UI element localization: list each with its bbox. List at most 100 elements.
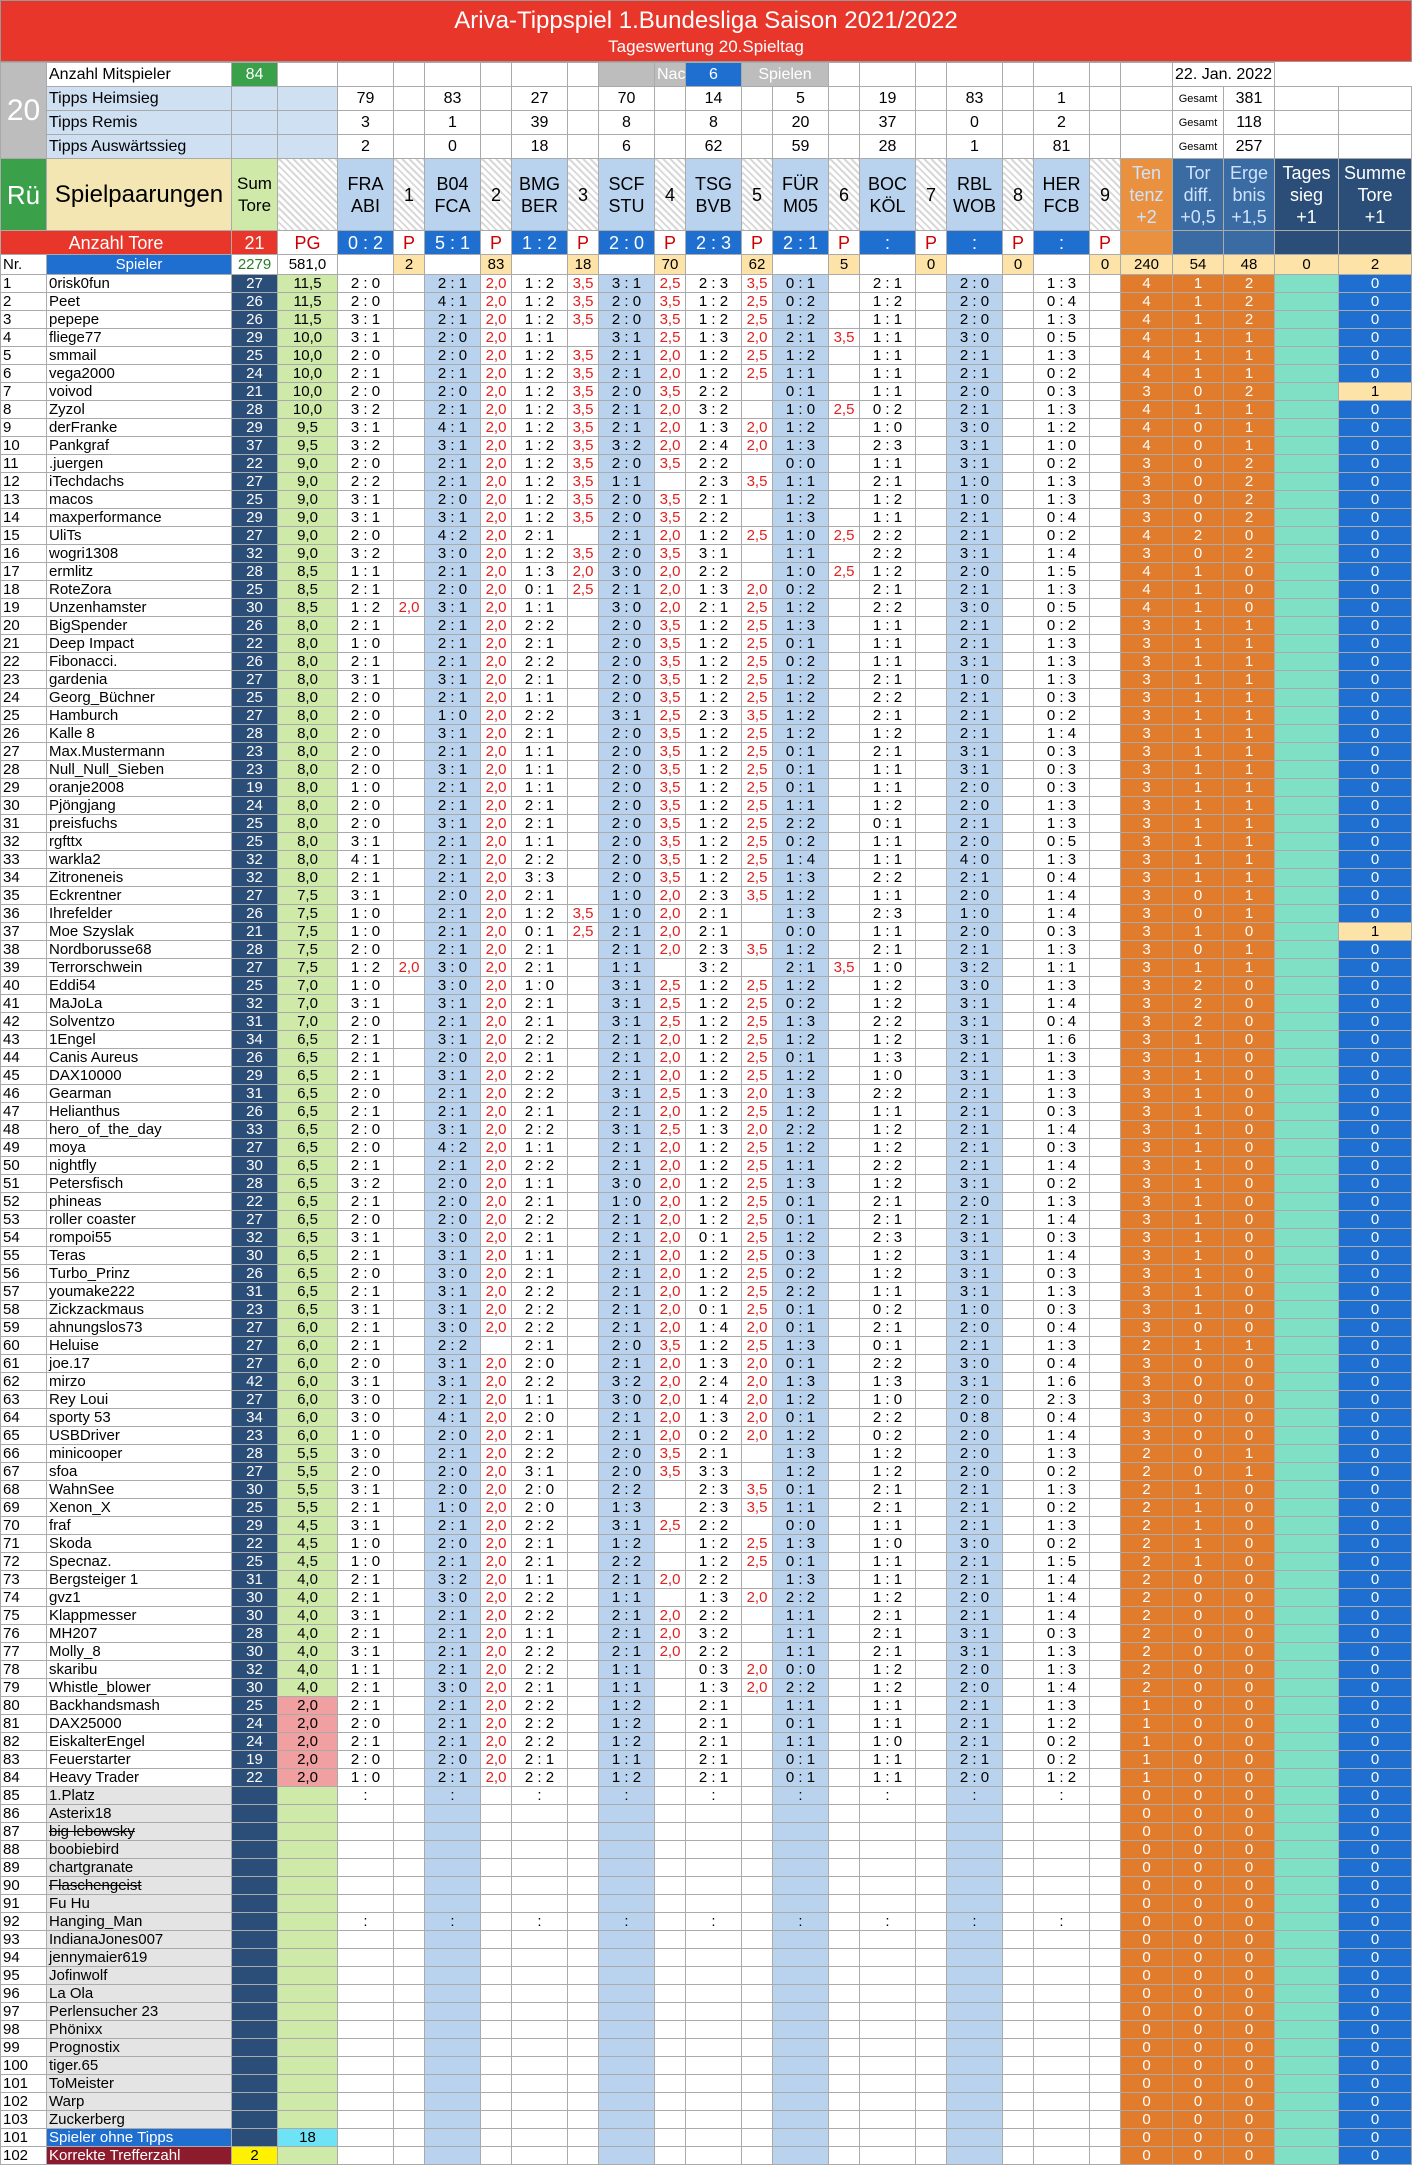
- score-tagessieg: [1274, 994, 1339, 1013]
- tip-points: 2,0: [480, 400, 512, 419]
- score-tordiff: 0: [1172, 1408, 1224, 1427]
- player-name: Phönixx: [46, 2020, 232, 2039]
- score-ergebnis: 0: [1223, 1012, 1275, 1031]
- tip-points: 2,0: [480, 292, 512, 311]
- tip-points: 2,0: [480, 886, 512, 905]
- score-ergebnis: 0: [1223, 2074, 1275, 2093]
- blank: [567, 1966, 599, 1985]
- blank: [1274, 110, 1339, 135]
- gesamt-label: Gesamt: [1172, 86, 1224, 111]
- tip-points: 2,5: [741, 1246, 773, 1265]
- tip-cell: [337, 1930, 394, 1949]
- tip-points: [393, 1516, 425, 1535]
- tip-points: 2,0: [741, 418, 773, 437]
- blank: [741, 1840, 773, 1859]
- tip-cell: 3 : 1: [337, 886, 394, 905]
- score-tendenz: 0: [1120, 1966, 1173, 1985]
- score-tagessieg: [1274, 1066, 1339, 1085]
- score-tendenz: 2: [1120, 1624, 1173, 1643]
- tip-points: [567, 1606, 599, 1625]
- score-summe: 0: [1338, 1498, 1412, 1517]
- tip-cell: 0 : 2: [1033, 1732, 1090, 1751]
- tip-points: 2,0: [741, 1660, 773, 1679]
- tip-cell: 2 : 1: [946, 724, 1003, 743]
- tip-points: 2,0: [480, 1696, 512, 1715]
- tip-points: [828, 418, 860, 437]
- player-name: Klappmesser: [46, 1606, 232, 1625]
- tip-cell: [424, 1822, 481, 1841]
- player-name: wogri1308: [46, 544, 232, 563]
- tip-points: [1002, 670, 1034, 689]
- blank: [915, 1804, 947, 1823]
- tip-cell: 2 : 1: [337, 1318, 394, 1337]
- rank: 69: [0, 1498, 47, 1517]
- tipps-count: 8: [598, 110, 655, 135]
- tip-points: [828, 292, 860, 311]
- score-ergebnis: 0: [1223, 1516, 1275, 1535]
- tip-points: [567, 1210, 599, 1229]
- blank: [1089, 2038, 1121, 2057]
- tip-cell: 1 : 6: [1033, 1372, 1090, 1391]
- tip-cell: 2 : 1: [946, 1714, 1003, 1733]
- sum-tore: 25: [231, 346, 278, 365]
- score-ergebnis: 2: [1223, 292, 1275, 311]
- tip-cell: 2 : 3: [859, 904, 916, 923]
- tip-cell: 2 : 0: [946, 1318, 1003, 1337]
- tip-points: 2,0: [480, 958, 512, 977]
- score-tordiff: 1: [1172, 922, 1224, 941]
- blank: [1002, 2056, 1034, 2075]
- tip-cell: 3 : 1: [946, 1264, 1003, 1283]
- tip-cell: 1 : 1: [337, 1660, 394, 1679]
- tip-points: [1089, 1426, 1121, 1445]
- tip-cell: [598, 2020, 655, 2039]
- player-name: Hanging_Man: [46, 1912, 232, 1931]
- score-tordiff: 0: [1172, 1660, 1224, 1679]
- tip-cell: 3 : 0: [424, 1588, 481, 1607]
- blank: [231, 1822, 278, 1841]
- blank: [393, 2038, 425, 2057]
- tip-points: 2,5: [741, 652, 773, 671]
- tip-points: 2,0: [654, 1426, 686, 1445]
- score-tendenz: 3: [1120, 1120, 1173, 1139]
- score-ergebnis: 0: [1223, 1300, 1275, 1319]
- blank: [1089, 62, 1121, 87]
- tip-cell: 2 : 2: [424, 1336, 481, 1355]
- tip-cell: [859, 1804, 916, 1823]
- tip-points: [1089, 1354, 1121, 1373]
- tip-points: 2,0: [480, 1174, 512, 1193]
- blank: [231, 86, 278, 111]
- blank: [567, 110, 599, 135]
- tip-cell: 0 : 2: [1033, 526, 1090, 545]
- blank: [915, 1822, 947, 1841]
- tip-points: [393, 1768, 425, 1787]
- home-team: HER: [1042, 173, 1081, 194]
- score-ergebnis: 2: [1223, 508, 1275, 527]
- tip-cell: 1 : 1: [511, 1570, 568, 1589]
- score-tagessieg: [1274, 940, 1339, 959]
- tip-points: [1089, 1300, 1121, 1319]
- tip-points: [567, 1246, 599, 1265]
- points: 6,5: [277, 1084, 338, 1103]
- tip-cell: 2 : 2: [685, 382, 742, 401]
- sum-tore: 30: [231, 598, 278, 617]
- score-tagessieg: [1274, 1462, 1339, 1481]
- tip-cell: 2 : 1: [424, 1552, 481, 1571]
- tip-points: [1002, 724, 1034, 743]
- score-tagessieg: [1274, 562, 1339, 581]
- tip-points: [741, 1768, 773, 1787]
- tip-points: [567, 1354, 599, 1373]
- sum-tore: 27: [231, 1210, 278, 1229]
- tip-cell: 2 : 0: [946, 1390, 1003, 1409]
- score-tordiff: 0: [1172, 2092, 1224, 2111]
- score-tordiff: 1: [1172, 1030, 1224, 1049]
- points: 6,0: [277, 1390, 338, 1409]
- tip-points: 2,0: [480, 526, 512, 545]
- points: 8,0: [277, 850, 338, 869]
- tip-cell: 2 : 2: [511, 1084, 568, 1103]
- tip-cell: 2 : 1: [424, 832, 481, 851]
- tip-cell: 4 : 2: [424, 1138, 481, 1157]
